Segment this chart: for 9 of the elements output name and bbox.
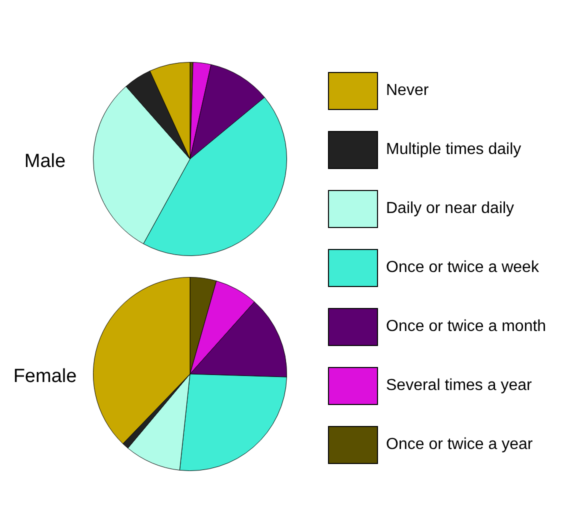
slice-label: Female [12,366,78,388]
legend-label: Once or twice a year [386,436,533,454]
legend-label: Daily or near daily [386,200,514,218]
legend-label: Several times a year [386,377,532,395]
legend-label: Multiple times daily [386,141,522,159]
legend-label: Once or twice a month [386,318,546,336]
legend-label: Never [386,82,429,100]
slice-label: Male [23,151,67,173]
legend-label: Once or twice a week [386,259,539,277]
